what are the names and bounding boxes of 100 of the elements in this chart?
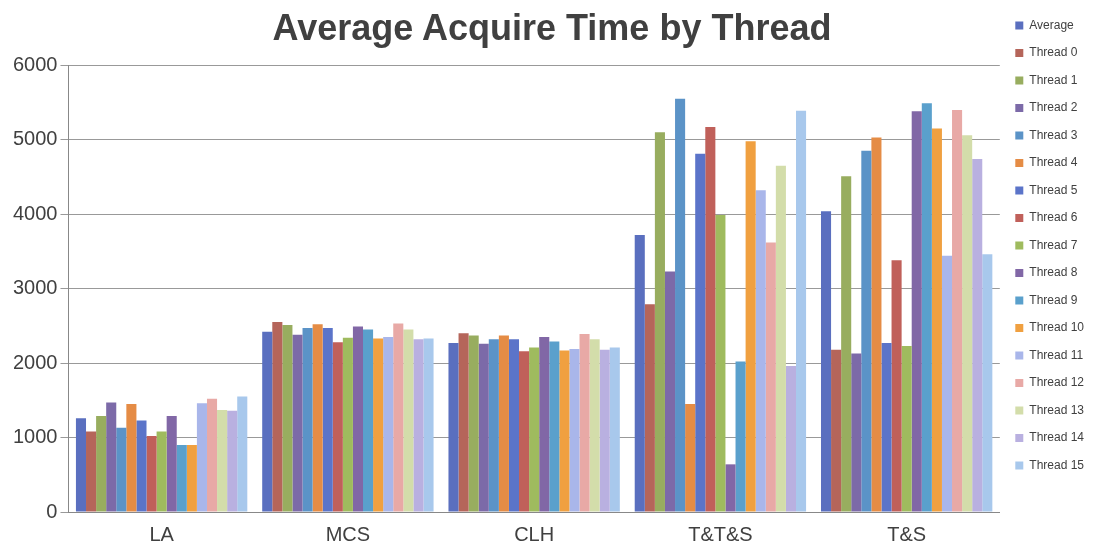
bar (322, 328, 333, 512)
legend-label: Thread 13 (1029, 402, 1085, 417)
bar (393, 323, 404, 512)
bar (237, 396, 248, 512)
bar (272, 322, 283, 512)
bar (911, 111, 922, 512)
bar (755, 190, 766, 512)
legend-label: Thread 10 (1029, 320, 1085, 335)
bar (820, 211, 832, 512)
legend-label: Thread 14 (1029, 430, 1085, 445)
y-tick-label: 2000 (12, 350, 58, 373)
bar (921, 103, 932, 512)
bar (861, 150, 872, 512)
bar (871, 137, 882, 512)
bar (599, 349, 610, 512)
x-tick-label: MCS (325, 522, 371, 545)
bar (549, 341, 560, 512)
legend-label: Thread 6 (1029, 210, 1078, 225)
y-tick-label: 5000 (12, 127, 58, 150)
bar (765, 242, 776, 512)
bar (468, 335, 479, 512)
bar (126, 404, 137, 512)
bar (403, 329, 414, 512)
bar (342, 337, 353, 512)
bar (363, 329, 374, 512)
bar (695, 153, 706, 512)
bar (685, 404, 696, 512)
y-tick-label: 0 (46, 499, 58, 522)
bar (891, 260, 902, 512)
y-tick-label: 1000 (12, 425, 58, 448)
bar (539, 337, 550, 512)
bar (75, 418, 87, 512)
bar (498, 335, 509, 512)
bar (186, 444, 197, 512)
legend-label: Thread 8 (1029, 265, 1078, 280)
bar (86, 431, 97, 512)
bar (634, 234, 645, 512)
y-tick-label: 6000 (12, 52, 58, 75)
y-tick-label: 4000 (12, 201, 58, 224)
bar (715, 214, 726, 512)
bar (725, 464, 736, 512)
legend-label: Thread 9 (1029, 292, 1078, 307)
bar (901, 345, 912, 512)
legend-label: Average (1029, 17, 1075, 32)
x-tick-label: T&S (887, 522, 927, 545)
bar (654, 132, 665, 512)
bar (383, 337, 394, 512)
legend-label: Thread 11 (1029, 347, 1084, 362)
bar (775, 165, 786, 512)
bar (745, 141, 756, 512)
bar (569, 348, 580, 512)
bar (675, 98, 686, 512)
bar (952, 109, 963, 512)
bar (217, 409, 228, 512)
bar (423, 338, 434, 512)
legend-label: Thread 7 (1029, 237, 1078, 252)
bar (116, 427, 127, 512)
bar (146, 436, 157, 512)
bar (156, 431, 167, 512)
bar (664, 271, 676, 512)
bar (312, 324, 323, 512)
bar (931, 128, 942, 512)
bar (282, 325, 293, 512)
bar (106, 402, 117, 512)
legend-label: Thread 3 (1029, 127, 1078, 142)
bar (448, 342, 459, 512)
bar (972, 159, 983, 512)
bar (705, 127, 716, 512)
x-tick-label: T&T&S (688, 522, 753, 545)
chart-title: Average Acquire Time by Thread (272, 6, 832, 48)
bar (796, 110, 807, 512)
x-tick-label: LA (149, 522, 175, 545)
legend-label: Thread 4 (1029, 155, 1078, 170)
legend-label: Thread 1 (1029, 72, 1078, 87)
legend-label: Thread 0 (1029, 45, 1078, 60)
bar (644, 304, 655, 512)
bar (851, 353, 862, 512)
bar (529, 347, 540, 512)
bar (579, 334, 590, 512)
legend-label: Thread 2 (1029, 100, 1078, 115)
bar (559, 350, 570, 512)
legend-label: Thread 12 (1029, 375, 1085, 390)
bar (508, 339, 520, 512)
bar (519, 351, 530, 512)
bar (373, 338, 384, 512)
bar (488, 339, 499, 512)
bar (982, 254, 993, 512)
bar (609, 347, 620, 512)
bar (96, 415, 107, 512)
bar (589, 339, 600, 512)
bar (785, 366, 797, 512)
bar (962, 135, 973, 512)
bar (841, 176, 852, 512)
bar (352, 326, 363, 512)
bar (227, 410, 238, 512)
bar (478, 343, 489, 512)
bar (458, 333, 469, 512)
bar (941, 255, 953, 512)
bar (831, 349, 842, 512)
bar (196, 403, 207, 512)
